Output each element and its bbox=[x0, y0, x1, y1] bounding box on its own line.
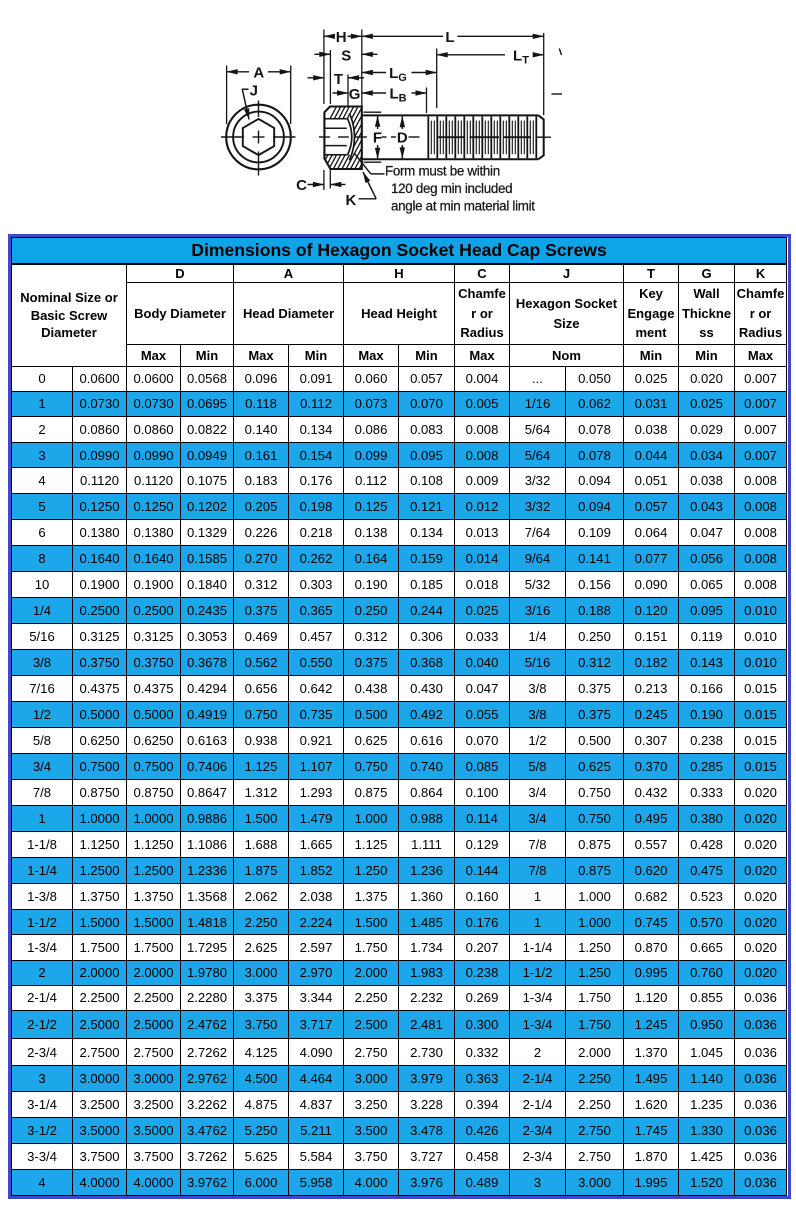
svg-text:LG: LG bbox=[389, 65, 407, 84]
svg-text:G: G bbox=[349, 86, 361, 103]
svg-text:L: L bbox=[445, 29, 454, 46]
svg-text:120 deg min included: 120 deg min included bbox=[391, 181, 512, 196]
svg-text:D: D bbox=[397, 130, 408, 147]
svg-text:Form must be within: Form must be within bbox=[385, 164, 500, 179]
svg-text:angle at min material limit: angle at min material limit bbox=[391, 199, 535, 214]
svg-text:J: J bbox=[250, 83, 258, 100]
svg-text:K: K bbox=[345, 192, 356, 209]
svg-text:S: S bbox=[341, 48, 351, 65]
svg-text:F: F bbox=[373, 130, 382, 147]
svg-text:C: C bbox=[296, 177, 307, 194]
svg-text:H: H bbox=[336, 29, 347, 46]
svg-text:LB: LB bbox=[389, 86, 406, 105]
svg-text:A: A bbox=[253, 64, 264, 81]
svg-text:LT: LT bbox=[513, 47, 529, 66]
svg-text:T: T bbox=[334, 71, 343, 88]
